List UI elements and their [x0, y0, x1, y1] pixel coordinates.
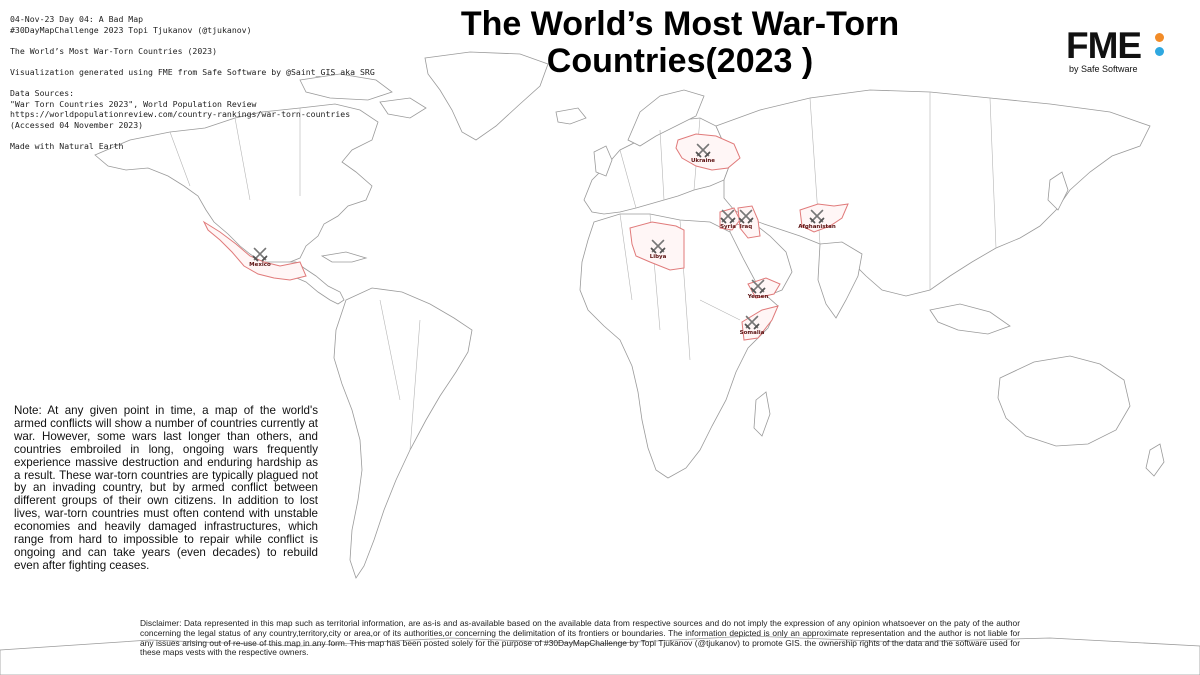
metadata-line	[10, 35, 375, 46]
south-america-landmass	[333, 287, 473, 579]
metadata-line: #30DayMapChallenge 2023 Topi Tjukanov (@…	[10, 24, 252, 35]
country-label-afghanistan: Afghanistan	[798, 224, 836, 230]
disclaimer-paragraph: Disclaimer: Data represented in this map…	[140, 618, 1020, 658]
country-label-yemen: Yemen	[747, 294, 769, 300]
metadata-line: Made with Natural Earth	[10, 141, 124, 152]
metadata-line	[10, 78, 375, 89]
country-label-ukraine: Ukraine	[691, 158, 715, 164]
country-label-somalia: Somalia	[740, 330, 765, 336]
crossed-swords-icon	[695, 143, 711, 158]
crossed-swords-icon	[650, 239, 666, 254]
arctic-islands-2	[379, 97, 427, 119]
fme-logo-byline: by Safe Software	[1069, 64, 1138, 74]
country-outline-mexico	[202, 220, 307, 281]
iceland-island	[555, 107, 587, 125]
marker-syria: Syria	[720, 209, 736, 230]
note-paragraph: Note: At any given point in time, a map …	[14, 404, 318, 572]
marker-somalia: Somalia	[740, 315, 765, 336]
north-america-landmass	[94, 103, 379, 271]
map-title-line1: The World’s Most War-Torn	[460, 5, 900, 43]
logo-dot-blue	[1155, 47, 1164, 56]
map-title-line2: Countries(2023 )	[546, 42, 814, 80]
southeast-asia-islands	[929, 303, 1011, 335]
country-label-libya: Libya	[650, 254, 667, 260]
marker-afghanistan: Afghanistan	[798, 209, 836, 230]
arctic-islands	[299, 73, 393, 101]
fme-logo: FME by Safe Software	[1066, 25, 1176, 80]
metadata-line: 04-Nov-23 Day 04: A Bad Map	[10, 14, 144, 24]
new-zealand-islands	[1145, 443, 1165, 477]
madagascar-island	[753, 391, 771, 437]
crossed-swords-icon	[252, 247, 268, 262]
marker-ukraine: Ukraine	[691, 143, 715, 164]
country-label-mexico: Mexico	[249, 262, 271, 268]
scandinavia-landmass	[627, 89, 705, 147]
marker-yemen: Yemen	[747, 279, 769, 300]
country-outline-somalia	[741, 305, 779, 341]
metadata-line	[10, 56, 375, 67]
crossed-swords-icon	[809, 209, 825, 224]
metadata-line: https://worldpopulationreview.com/countr…	[10, 109, 351, 120]
greenland-landmass	[424, 51, 549, 141]
metadata-line: Data Sources:	[10, 88, 75, 99]
marker-mexico: Mexico	[249, 247, 271, 268]
metadata-line	[10, 131, 375, 142]
metadata-line: (Accessed 04 November 2023)	[10, 119, 144, 130]
metadata-line: "War Torn Countries 2023", World Populat…	[10, 98, 257, 109]
map-title: The World’s Most War-Torn Countries(2023…	[420, 6, 940, 80]
crossed-swords-icon	[744, 315, 760, 330]
metadata-line: Visualization generated using FME from S…	[10, 66, 375, 77]
japan-islands	[1047, 171, 1069, 211]
marker-libya: Libya	[650, 239, 667, 260]
indian-subcontinent	[817, 241, 863, 319]
british-isles	[593, 145, 613, 177]
country-label-syria: Syria	[720, 224, 736, 230]
antarctica-landmass	[0, 635, 1200, 675]
australia-landmass	[997, 355, 1131, 447]
metadata-block: 04-Nov-23 Day 04: A Bad Map #30DayMapChal…	[10, 14, 375, 152]
cuba-island	[320, 251, 368, 263]
country-label-iraq: Iraq	[740, 224, 752, 230]
metadata-line: The World’s Most War-Torn Countries (202…	[10, 45, 218, 56]
fme-logo-text: FME	[1066, 25, 1142, 66]
crossed-swords-icon	[738, 209, 754, 224]
crossed-swords-icon	[750, 279, 766, 294]
marker-iraq: Iraq	[738, 209, 754, 230]
country-outline-ukraine	[675, 133, 741, 171]
crossed-swords-icon	[720, 209, 736, 224]
logo-dot-orange	[1155, 33, 1164, 42]
